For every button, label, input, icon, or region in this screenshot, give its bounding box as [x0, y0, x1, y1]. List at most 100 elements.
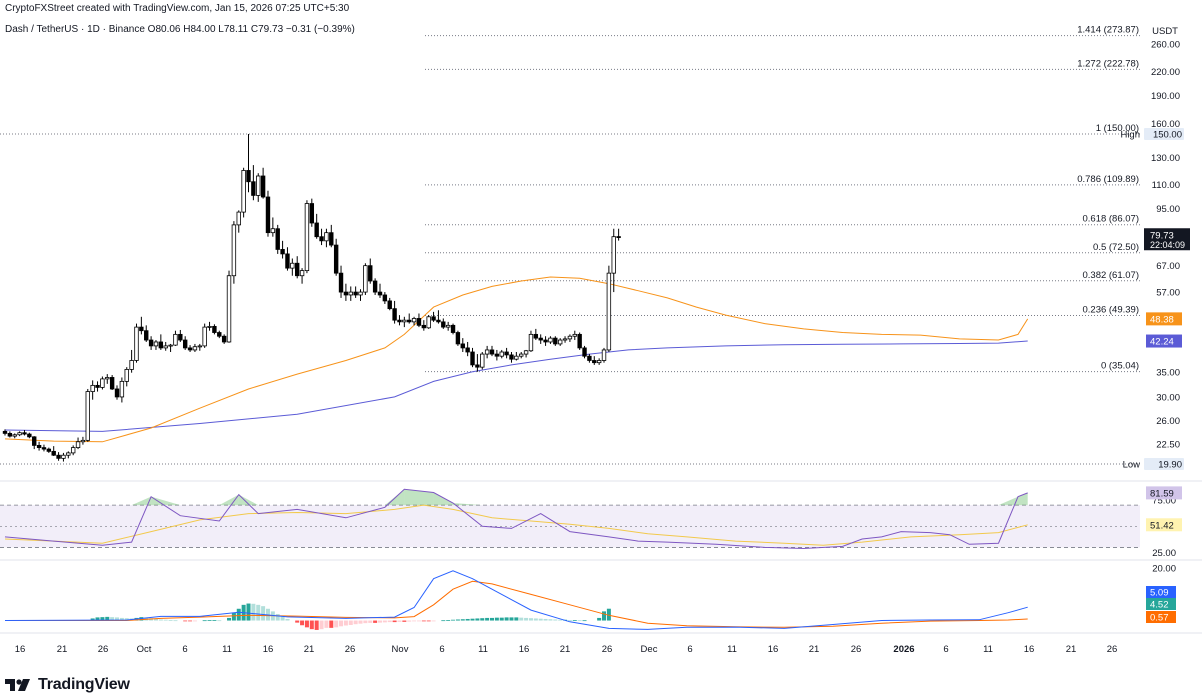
candle-body — [616, 236, 621, 238]
candle-body — [61, 454, 66, 459]
candle-body — [41, 447, 47, 450]
candle-body — [207, 325, 212, 328]
rsi-overbought-fill — [131, 496, 152, 506]
fib-level-label: 0.236 (49.39) — [1082, 304, 1139, 315]
candle-body — [270, 228, 276, 234]
candle-body — [372, 280, 378, 293]
candle-body — [304, 203, 310, 272]
macd-histogram-bar — [606, 608, 611, 621]
candle-body — [557, 339, 563, 345]
candle-body — [70, 447, 76, 454]
macd-histogram-bar — [416, 620, 421, 622]
candle-body — [528, 333, 534, 352]
date-tick-label: 26 — [345, 644, 356, 655]
candle-body — [543, 339, 548, 343]
macd-histogram-bar — [353, 620, 358, 625]
macd-histogram-bar — [490, 617, 494, 621]
candle-body — [139, 326, 144, 332]
macd-histogram-bar — [105, 616, 110, 621]
rsi-overbought-fill — [998, 496, 1018, 506]
candle-body — [436, 319, 441, 323]
macd-histogram-bar — [533, 618, 538, 621]
macd-histogram-bar — [115, 617, 120, 621]
macd-signal-value: 0.57 — [1150, 613, 1169, 624]
macd-histogram-bar — [567, 620, 572, 621]
ma200-badge — [1146, 334, 1182, 348]
candle-body — [46, 448, 52, 452]
rsi-overbought-fill — [238, 494, 259, 506]
macd-pane: 20.00 5.094.52 0.57 — [4, 564, 1176, 630]
macd-histogram-bar — [358, 620, 363, 624]
date-tick-label: 26 — [851, 644, 862, 655]
fib-level-label: 0.618 (86.07) — [1082, 214, 1139, 225]
candle-body — [153, 341, 159, 347]
candle-body — [51, 450, 56, 456]
candle-body — [114, 388, 120, 398]
rsi-value-badge — [1146, 486, 1182, 500]
macd-histogram-bar — [446, 620, 451, 621]
macd-histogram-bar — [251, 603, 256, 621]
candle-body — [577, 333, 582, 349]
price-tick-label: 160.00 — [1151, 119, 1180, 130]
macd-histogram-bar — [465, 618, 470, 621]
macd-value: 5.09 — [1150, 588, 1169, 599]
macd-histogram-bar — [494, 617, 499, 621]
macd-histogram-bar — [558, 619, 563, 621]
candle-body — [499, 351, 504, 357]
price-unit-label: USDT — [1152, 26, 1178, 37]
macd-histogram-bar — [119, 617, 124, 621]
date-tick-label: 6 — [943, 644, 948, 655]
candle-body — [144, 330, 149, 341]
candle-body — [7, 432, 13, 437]
macd-histogram-bar — [597, 617, 602, 621]
macd-line — [4, 570, 1028, 630]
date-tick-label: Oct — [137, 644, 152, 655]
candle-body — [314, 222, 319, 238]
candle-body — [212, 325, 217, 333]
macd-histogram-bar — [451, 619, 456, 621]
price-tick-label: 67.00 — [1156, 261, 1180, 272]
candle-body — [129, 360, 134, 370]
date-axis: 16 21 26 Oct 6 11 16 21 26 Nov 6 11 16 21 26 Dec 6 11 16 21… — [15, 644, 1118, 655]
macd-histogram-bar — [382, 620, 387, 623]
candle-body — [12, 434, 17, 437]
candle-body — [333, 244, 339, 274]
low-value-tag-bg — [1144, 458, 1184, 470]
candle-body — [90, 384, 95, 392]
macd-histogram-bar — [319, 620, 324, 630]
ma50-badge-value: 48.38 — [1150, 314, 1174, 325]
date-tick-label: 11 — [983, 644, 993, 655]
candle-body — [567, 335, 573, 340]
candle-body — [32, 436, 37, 446]
price-tick-label: 95.00 — [1156, 204, 1180, 215]
macd-histogram-bar — [202, 620, 207, 622]
candle-body — [387, 300, 392, 310]
date-tick-label: 21 — [304, 644, 315, 655]
macd-histogram-bar — [538, 618, 543, 621]
candle-body — [187, 347, 193, 351]
macd-histogram-bar — [470, 618, 475, 621]
candle-body — [124, 369, 129, 382]
candlestick-layer — [2, 134, 621, 462]
candle-body — [319, 236, 324, 242]
date-tick-label: 16 — [15, 644, 26, 655]
macd-histogram-bar — [363, 620, 368, 624]
candle-body — [100, 378, 105, 388]
macd-histogram-bar — [192, 620, 197, 622]
candle-body — [592, 360, 597, 364]
candle-body — [455, 332, 461, 345]
candle-body — [343, 291, 349, 296]
macd-histogram-bar — [509, 617, 514, 621]
date-tick-label: 21 — [809, 644, 820, 655]
macd-histogram-bar — [582, 620, 587, 622]
macd-histogram-bar — [572, 620, 577, 621]
macd-histogram-bar — [485, 617, 490, 621]
candle-body — [601, 349, 607, 361]
price-tick-label: 30.00 — [1156, 392, 1180, 403]
candle-body — [231, 224, 237, 277]
candle-body — [197, 345, 202, 348]
macd-histogram-bar — [377, 620, 382, 623]
candle-body — [36, 444, 42, 449]
tradingview-logo[interactable]: TradingView — [5, 674, 130, 696]
